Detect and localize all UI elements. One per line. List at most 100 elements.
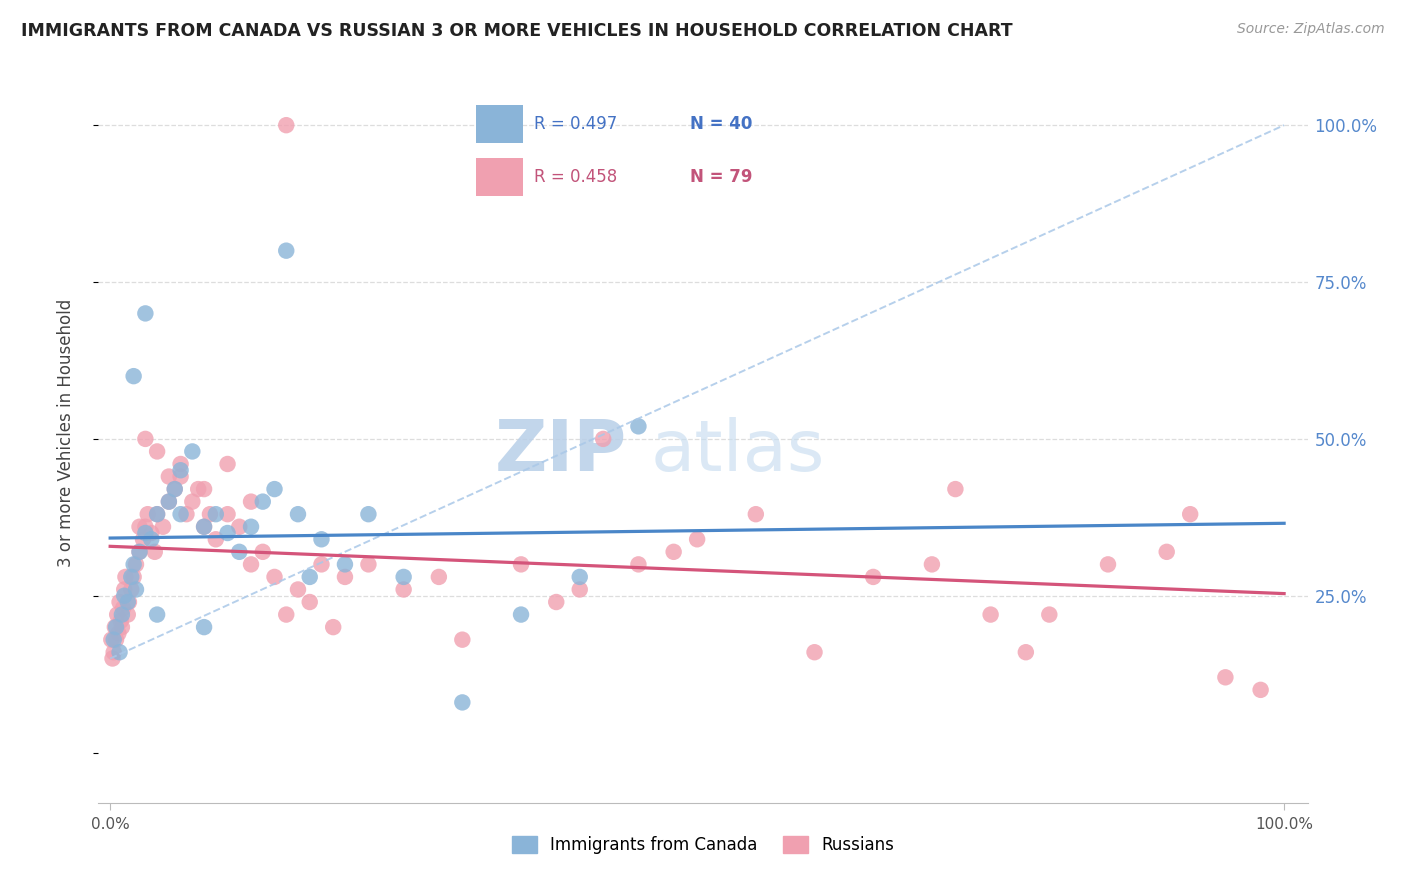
Point bbox=[357, 558, 380, 572]
Point bbox=[157, 494, 180, 508]
Point bbox=[152, 520, 174, 534]
Text: atlas: atlas bbox=[650, 417, 824, 486]
Point bbox=[322, 620, 344, 634]
Point bbox=[163, 482, 186, 496]
Point bbox=[1250, 682, 1272, 697]
Point bbox=[128, 545, 150, 559]
Point bbox=[193, 620, 215, 634]
Point bbox=[240, 558, 263, 572]
Point bbox=[114, 570, 136, 584]
Point bbox=[276, 244, 298, 258]
Point bbox=[187, 482, 209, 496]
Y-axis label: 3 or more Vehicles in Household: 3 or more Vehicles in Household bbox=[56, 299, 75, 566]
Point bbox=[112, 582, 135, 597]
Point bbox=[105, 607, 128, 622]
Point bbox=[627, 419, 650, 434]
Point bbox=[136, 507, 159, 521]
Point bbox=[287, 582, 309, 597]
Point bbox=[198, 507, 221, 521]
Point bbox=[169, 507, 191, 521]
Point bbox=[101, 651, 124, 665]
Point bbox=[181, 494, 204, 508]
Point bbox=[451, 695, 474, 709]
Point bbox=[125, 582, 148, 597]
Point bbox=[125, 558, 148, 572]
Point bbox=[217, 457, 239, 471]
Point bbox=[146, 444, 169, 458]
Point bbox=[240, 494, 263, 508]
Point bbox=[111, 607, 134, 622]
Point bbox=[204, 533, 226, 547]
Point bbox=[298, 595, 321, 609]
Point bbox=[311, 533, 333, 547]
Point bbox=[263, 570, 285, 584]
Point bbox=[1097, 558, 1119, 572]
Point bbox=[686, 533, 709, 547]
Point bbox=[945, 482, 967, 496]
Point bbox=[122, 369, 145, 384]
Point bbox=[592, 432, 614, 446]
Point bbox=[132, 533, 155, 547]
Point bbox=[451, 632, 474, 647]
Point bbox=[1156, 545, 1178, 559]
Point bbox=[134, 526, 156, 541]
Point bbox=[108, 645, 131, 659]
Point bbox=[118, 595, 141, 609]
Text: Source: ZipAtlas.com: Source: ZipAtlas.com bbox=[1237, 22, 1385, 37]
Point bbox=[112, 601, 135, 615]
Point bbox=[228, 545, 250, 559]
Point bbox=[134, 520, 156, 534]
Point bbox=[146, 507, 169, 521]
Text: IMMIGRANTS FROM CANADA VS RUSSIAN 3 OR MORE VEHICLES IN HOUSEHOLD CORRELATION CH: IMMIGRANTS FROM CANADA VS RUSSIAN 3 OR M… bbox=[21, 22, 1012, 40]
Point bbox=[110, 614, 132, 628]
Point bbox=[157, 494, 180, 508]
Point bbox=[117, 607, 139, 622]
Point bbox=[252, 494, 274, 508]
Point bbox=[103, 645, 125, 659]
Point bbox=[128, 520, 150, 534]
Point bbox=[117, 595, 139, 609]
Point bbox=[240, 520, 263, 534]
Point bbox=[627, 558, 650, 572]
Point bbox=[510, 558, 533, 572]
Point bbox=[980, 607, 1002, 622]
Point bbox=[104, 620, 127, 634]
Point bbox=[146, 607, 169, 622]
Point bbox=[298, 570, 321, 584]
Point bbox=[546, 595, 568, 609]
Point bbox=[228, 520, 250, 534]
Point bbox=[862, 570, 884, 584]
Point bbox=[217, 507, 239, 521]
Point bbox=[921, 558, 943, 572]
Point bbox=[120, 582, 142, 597]
Point bbox=[193, 482, 215, 496]
Point bbox=[141, 533, 163, 547]
Point bbox=[276, 118, 298, 132]
Point bbox=[143, 545, 166, 559]
Point bbox=[252, 545, 274, 559]
Point bbox=[169, 463, 191, 477]
Point bbox=[146, 507, 169, 521]
Point bbox=[163, 482, 186, 496]
Point bbox=[169, 469, 191, 483]
Point bbox=[662, 545, 685, 559]
Point bbox=[108, 595, 131, 609]
Point bbox=[134, 306, 156, 320]
Point bbox=[427, 570, 450, 584]
Point bbox=[311, 558, 333, 572]
Point bbox=[122, 570, 145, 584]
Point bbox=[105, 620, 128, 634]
Point bbox=[134, 432, 156, 446]
Text: ZIP: ZIP bbox=[495, 417, 627, 486]
Point bbox=[105, 632, 128, 647]
Point bbox=[803, 645, 825, 659]
Point bbox=[287, 507, 309, 521]
Point bbox=[120, 570, 142, 584]
Point bbox=[169, 457, 191, 471]
Point bbox=[263, 482, 285, 496]
Point bbox=[193, 520, 215, 534]
Point bbox=[193, 520, 215, 534]
Point bbox=[568, 570, 591, 584]
Point bbox=[103, 632, 125, 647]
Point bbox=[107, 626, 129, 640]
